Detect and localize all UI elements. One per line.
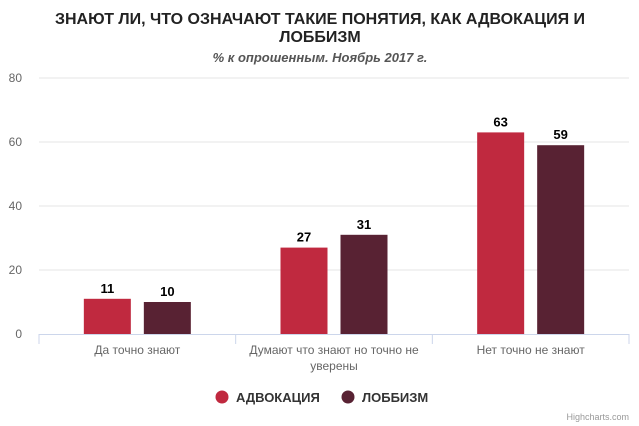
y-tick-label: 80 xyxy=(9,71,23,85)
x-tick-label: Думают что знают но точно не xyxy=(249,343,419,357)
legend-item: АДВОКАЦИЯ xyxy=(236,390,320,405)
legend-marker xyxy=(341,390,355,404)
legend-marker xyxy=(215,390,229,404)
bar-лоббизм xyxy=(537,145,585,334)
y-tick-label: 20 xyxy=(9,263,23,277)
bar-адвокация xyxy=(280,247,328,334)
data-label: 31 xyxy=(357,217,371,232)
bar-лоббизм xyxy=(143,302,191,334)
chart-title: ЗНАЮТ ЛИ, ЧТО ОЗНАЧАЮТ ТАКИЕ ПОНЯТИЯ, КА… xyxy=(55,11,585,28)
data-label: 10 xyxy=(160,284,174,299)
x-tick-label: уверены xyxy=(310,359,358,373)
data-label: 59 xyxy=(553,127,567,142)
data-label: 63 xyxy=(493,114,507,129)
legend-item: ЛОББИЗМ xyxy=(362,390,428,405)
y-tick-label: 40 xyxy=(9,199,23,213)
x-tick-label: Да точно знают xyxy=(94,343,180,357)
data-label: 11 xyxy=(100,281,114,296)
bar-адвокация xyxy=(477,132,525,334)
data-label: 27 xyxy=(297,230,311,245)
chart-title: ЛОББИЗМ xyxy=(279,29,361,46)
y-tick-label: 60 xyxy=(9,135,23,149)
credits-link[interactable]: Highcharts.com xyxy=(566,412,629,422)
x-tick-label: Нет точно не знают xyxy=(477,343,586,357)
chart-subtitle: % к опрошенным. Ноябрь 2017 г. xyxy=(213,50,428,65)
bar-лоббизм xyxy=(340,234,388,334)
y-tick-label: 0 xyxy=(15,327,22,341)
bar-адвокация xyxy=(83,298,131,334)
